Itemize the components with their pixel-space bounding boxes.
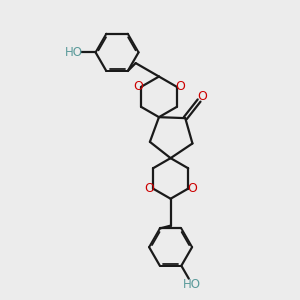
Text: HO: HO bbox=[65, 46, 83, 59]
Text: O: O bbox=[187, 182, 197, 195]
Text: HO: HO bbox=[183, 278, 201, 291]
Text: O: O bbox=[145, 182, 154, 195]
Text: O: O bbox=[197, 90, 207, 103]
Text: O: O bbox=[175, 80, 185, 93]
Text: O: O bbox=[133, 80, 143, 93]
